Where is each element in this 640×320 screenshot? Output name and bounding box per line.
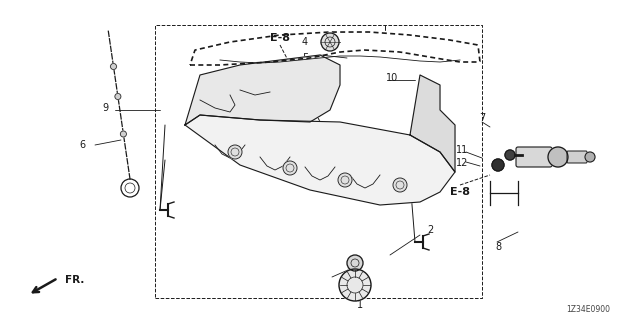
Circle shape: [585, 152, 595, 162]
Circle shape: [228, 145, 242, 159]
Text: 1Z34E0900: 1Z34E0900: [566, 306, 610, 315]
Text: E-8: E-8: [450, 187, 470, 197]
Text: 12: 12: [456, 158, 468, 168]
Text: 1: 1: [357, 300, 363, 310]
Text: 5: 5: [302, 53, 308, 63]
Text: 7: 7: [479, 113, 485, 123]
Text: E-8: E-8: [270, 33, 290, 43]
Text: ll: ll: [278, 82, 282, 88]
Circle shape: [321, 33, 339, 51]
Circle shape: [338, 173, 352, 187]
FancyBboxPatch shape: [516, 147, 552, 167]
Circle shape: [120, 131, 127, 137]
Circle shape: [548, 147, 568, 167]
Polygon shape: [185, 55, 340, 125]
Circle shape: [115, 93, 121, 100]
Text: ii: ii: [278, 92, 282, 98]
Text: 10: 10: [386, 73, 398, 83]
Circle shape: [492, 159, 504, 171]
Circle shape: [111, 63, 116, 69]
Text: 2: 2: [427, 225, 433, 235]
Polygon shape: [410, 75, 455, 172]
Circle shape: [347, 255, 363, 271]
Text: 9: 9: [102, 103, 108, 113]
Circle shape: [505, 150, 515, 160]
Circle shape: [393, 178, 407, 192]
Text: 6: 6: [79, 140, 85, 150]
Text: 8: 8: [495, 242, 501, 252]
Text: 11: 11: [456, 145, 468, 155]
Text: FR.: FR.: [65, 275, 84, 285]
Text: 3: 3: [345, 265, 351, 275]
Text: 4: 4: [302, 37, 308, 47]
Polygon shape: [185, 115, 455, 205]
FancyBboxPatch shape: [567, 151, 587, 163]
Circle shape: [339, 269, 371, 301]
Circle shape: [283, 161, 297, 175]
